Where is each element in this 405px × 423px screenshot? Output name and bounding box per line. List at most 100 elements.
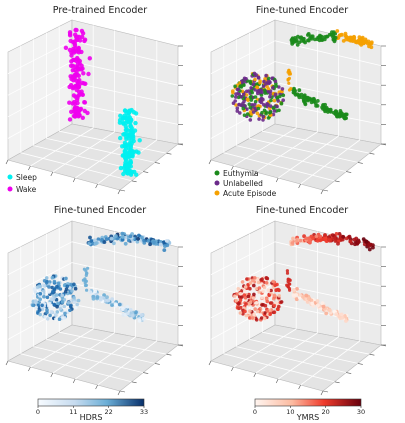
colorbar-tick-label: 10 [286, 408, 294, 416]
data-point-wake [67, 31, 73, 37]
data-point [41, 299, 45, 303]
data-point-acute-episode [357, 37, 362, 42]
data-point-unlabelled [270, 76, 274, 81]
data-point-unlabelled [234, 92, 238, 96]
data-point [257, 286, 262, 290]
data-point-sleep [122, 163, 128, 168]
data-point-unlabelled [231, 101, 236, 105]
data-point-wake [80, 92, 86, 98]
tick-mark [357, 162, 363, 164]
data-point-euthymia [248, 105, 253, 110]
data-point [265, 309, 270, 313]
grid-line [236, 145, 347, 172]
data-point [152, 240, 156, 245]
data-point [252, 283, 256, 288]
data-point-euthymia [312, 99, 316, 104]
data-point-euthymia [306, 33, 310, 37]
grid-line [20, 152, 132, 182]
data-point [94, 241, 99, 245]
data-point [125, 305, 130, 309]
data-point [315, 303, 320, 308]
data-point [265, 299, 270, 304]
grid-line [74, 336, 136, 380]
scatter-points [63, 27, 142, 177]
data-point [287, 287, 292, 291]
data-point [252, 292, 256, 297]
grid-line [71, 262, 179, 287]
data-point [70, 289, 74, 293]
data-point-unlabelled [257, 117, 261, 121]
data-point [96, 237, 101, 242]
data-point-unlabelled [242, 92, 246, 97]
data-point [164, 239, 169, 243]
data-point-unlabelled [238, 111, 242, 115]
data-point-acute-episode [287, 81, 291, 85]
data-point-euthymia [260, 110, 264, 115]
data-point [75, 302, 79, 307]
data-point [102, 293, 106, 297]
legend: Euthymia Unlabelled Acute Episode [214, 169, 277, 198]
data-point [49, 309, 54, 314]
data-point [130, 313, 135, 318]
colorbar-gradient [37, 398, 145, 407]
tick-mark [320, 390, 324, 396]
data-point [68, 308, 72, 313]
data-point-acute-episode [361, 41, 366, 46]
tick-mark [208, 360, 212, 366]
data-point-acute-episode [369, 41, 374, 46]
data-point [93, 289, 98, 294]
data-point-acute-episode [258, 81, 262, 85]
data-point [34, 299, 38, 303]
tick-mark [5, 159, 9, 165]
data-point-unlabelled [264, 73, 268, 78]
data-point [148, 242, 153, 247]
data-point [73, 286, 78, 291]
axes-3d [208, 220, 387, 396]
data-point-acute-episode [238, 81, 242, 85]
data-point-unlabelled [255, 91, 260, 96]
data-point-unlabelled [237, 102, 242, 107]
data-point [251, 296, 256, 300]
data-point [50, 275, 55, 280]
data-point-wake [72, 43, 78, 48]
data-point [263, 316, 267, 321]
scatter-points [230, 29, 374, 122]
data-point [85, 271, 89, 275]
data-point [85, 288, 89, 292]
data-point [67, 295, 72, 299]
data-point [323, 233, 327, 237]
data-point [42, 294, 46, 299]
grid-line [7, 241, 73, 275]
data-point-sleep [129, 127, 134, 133]
colorbar-tick-label: 20 [322, 408, 330, 416]
data-point [304, 236, 309, 241]
tick-mark [275, 177, 279, 183]
data-point [45, 317, 50, 321]
grid-line [59, 331, 167, 355]
data-point-sleep [124, 127, 129, 132]
data-point-unlabelled [253, 102, 257, 107]
data-point [40, 303, 44, 308]
data-point [305, 300, 310, 304]
data-point-wake [76, 46, 81, 51]
data-point [256, 280, 261, 285]
data-point-unlabelled [261, 84, 266, 88]
data-point [76, 298, 81, 303]
data-point [242, 289, 247, 293]
chart-title: Pre-trained Encoder [53, 5, 147, 16]
data-point-euthymia [230, 94, 235, 98]
data-point-euthymia [328, 109, 333, 114]
data-point-wake [73, 64, 78, 69]
data-point-euthymia [249, 98, 254, 102]
data-point [243, 295, 248, 300]
data-point-euthymia [279, 101, 284, 106]
tick-mark [95, 384, 98, 390]
data-point [57, 317, 62, 322]
data-point [306, 296, 311, 301]
data-point [314, 234, 319, 239]
data-point-acute-episode [255, 85, 259, 89]
data-point-acute-episode [344, 35, 349, 40]
data-point-wake [76, 66, 82, 72]
data-point-sleep [128, 117, 134, 122]
tick-mark [28, 366, 31, 372]
